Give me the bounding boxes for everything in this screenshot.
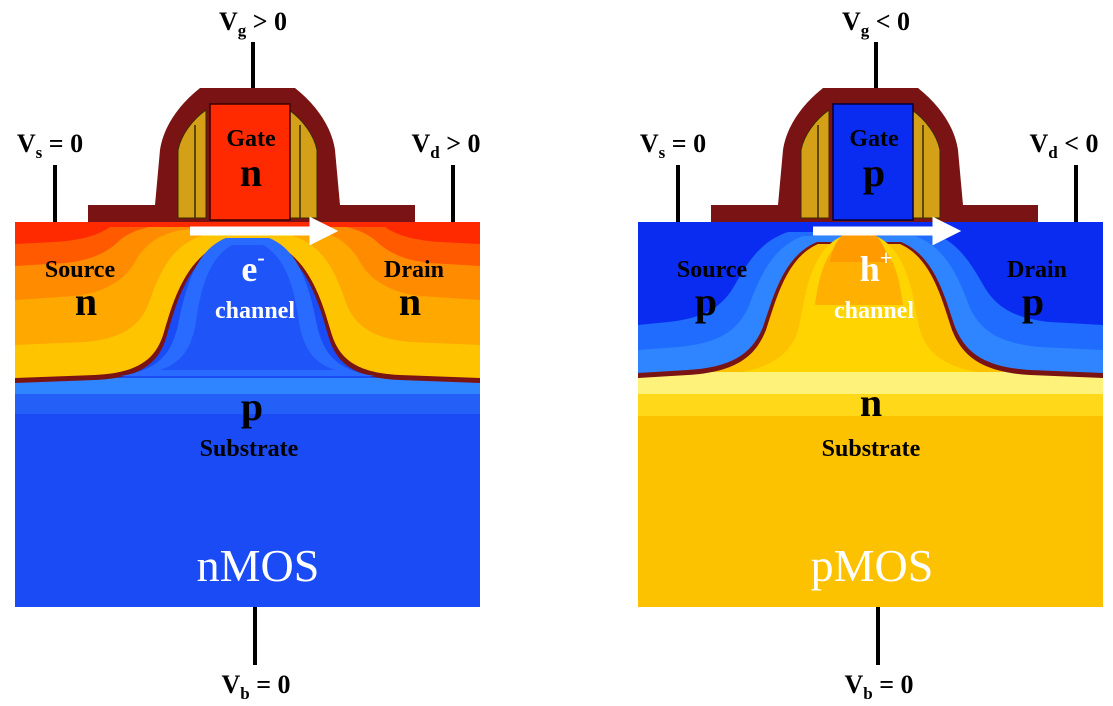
nmos-drain-terminal-label: Vd > 0 <box>411 129 480 162</box>
pmos-source-type: p <box>695 279 717 324</box>
nmos-spacer-left <box>177 109 207 219</box>
nmos-body-terminal-label: Vb = 0 <box>221 670 290 703</box>
pmos-gate-label: Gate <box>849 126 899 152</box>
pmos-drain-type: p <box>1022 279 1044 324</box>
nmos-region-orange <box>15 222 480 300</box>
nmos-device: Vg > 0 Vs = 0 Vd > 0 Vb = 0 Gate n Sourc… <box>15 7 481 703</box>
pmos-device: Vg < 0 Vs = 0 Vd < 0 Vb = 0 Gate p Sourc… <box>638 7 1103 703</box>
nmos-source-label: Source <box>45 257 116 283</box>
pmos-substrate-label: Substrate <box>822 436 921 462</box>
nmos-substrate-label: Substrate <box>200 436 299 462</box>
pmos-carrier-label: h+ <box>860 245 893 289</box>
pmos-body-terminal-label: Vb = 0 <box>844 670 913 703</box>
pmos-drain-terminal-label: Vd < 0 <box>1029 129 1098 162</box>
nmos-gate-type: n <box>240 150 262 195</box>
nmos-gate-label: Gate <box>226 126 276 152</box>
nmos-source-type: n <box>75 279 97 324</box>
nmos-device-name: nMOS <box>197 540 320 591</box>
nmos-depletion-band-2 <box>15 394 480 414</box>
pmos-gate-electrode <box>832 103 914 221</box>
pmos-device-name: pMOS <box>811 540 934 591</box>
pmos-source-terminal-label: Vs = 0 <box>640 129 706 162</box>
nmos-region-red <box>15 222 480 244</box>
pmos-gate-terminal-label: Vg < 0 <box>842 7 910 40</box>
nmos-gate-terminal-label: Vg > 0 <box>219 7 287 40</box>
pmos-spacer-left <box>800 109 830 219</box>
pmos-channel-label: channel <box>834 298 914 324</box>
nmos-drain-label: Drain <box>384 257 444 283</box>
nmos-carrier-label: e- <box>241 245 264 289</box>
nmos-gate-electrode <box>209 103 291 221</box>
pmos-depletion-band <box>638 372 1103 394</box>
pmos-substrate-type: n <box>860 380 882 425</box>
pmos-drain-label: Drain <box>1007 257 1067 283</box>
nmos-drain-type: n <box>399 279 421 324</box>
nmos-channel-core <box>160 245 335 370</box>
pmos-gate-type: p <box>863 150 885 195</box>
nmos-substrate-type: p <box>241 384 263 429</box>
pmos-depletion-band-2 <box>638 394 1103 416</box>
nmos-source-terminal-label: Vs = 0 <box>17 129 83 162</box>
nmos-channel-label: channel <box>215 298 295 324</box>
pmos-region-deep-blue <box>638 222 1103 325</box>
pmos-source-label: Source <box>677 257 748 283</box>
pmos-channel-orange <box>830 230 888 262</box>
nmos-depletion-band <box>15 378 480 394</box>
